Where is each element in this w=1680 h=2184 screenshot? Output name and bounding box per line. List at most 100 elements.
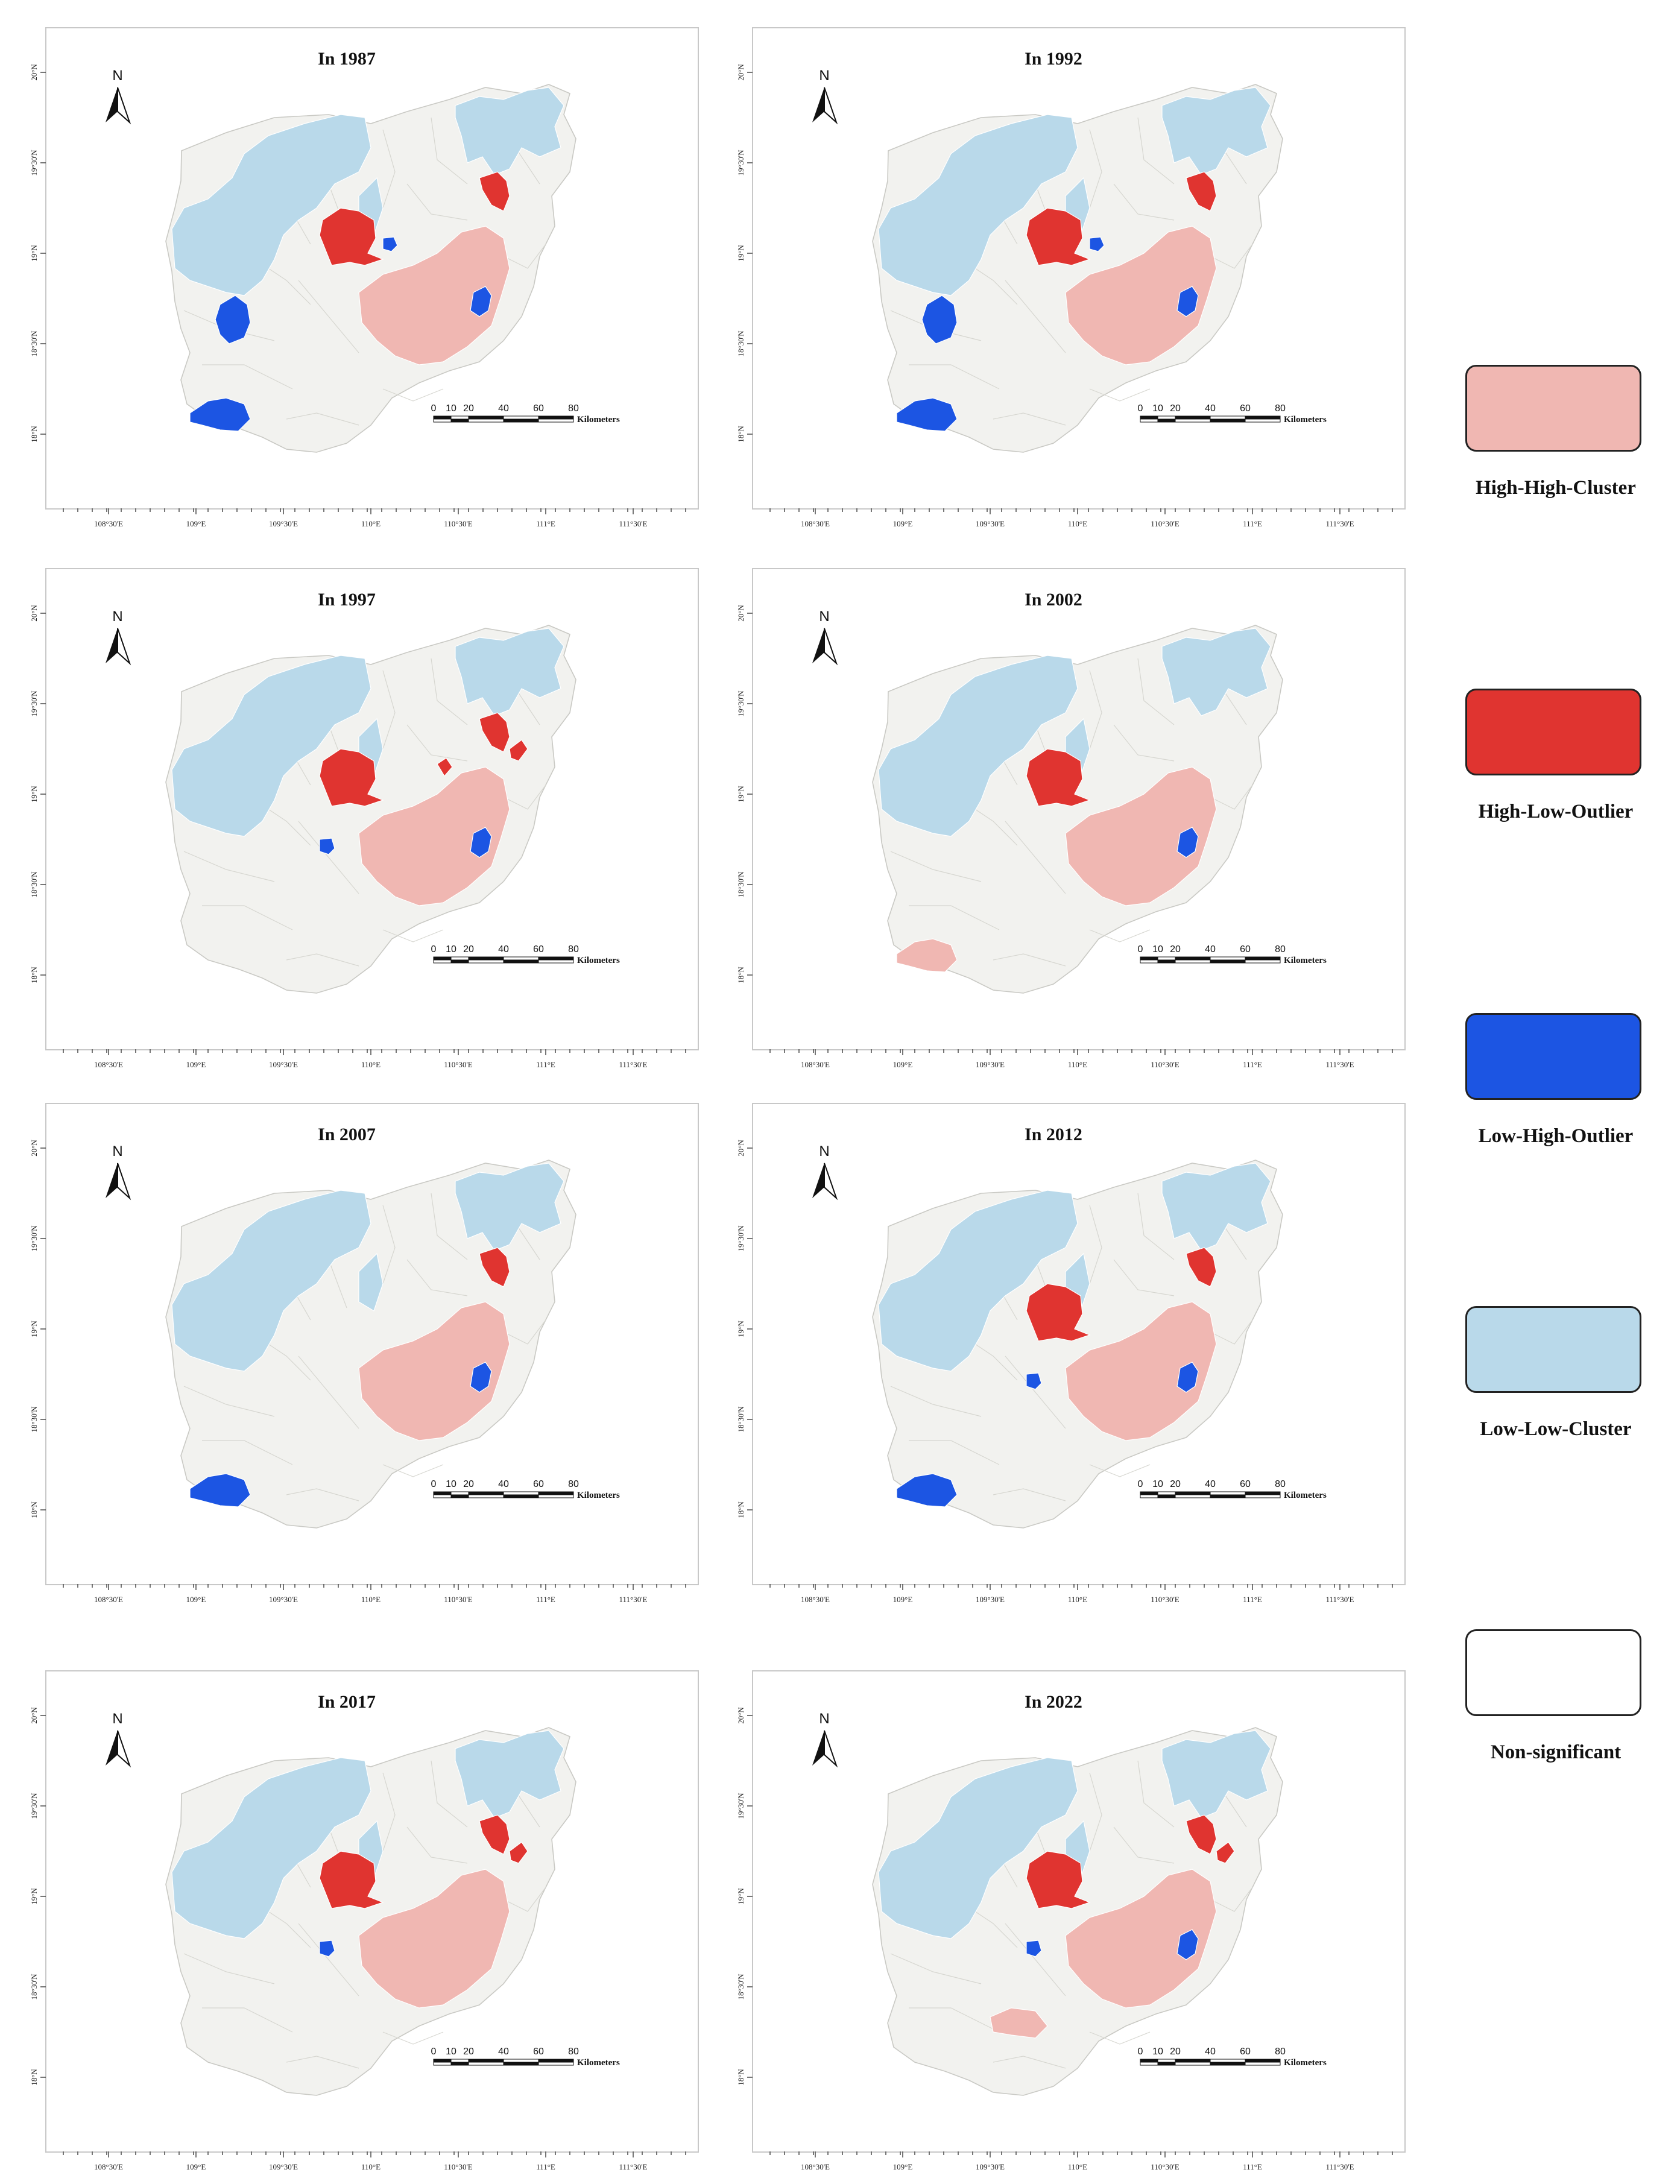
district-boundary [1005,1923,1066,1996]
region-high-high-central-east [1065,766,1217,906]
lon-label: 111°30'E [619,2162,647,2171]
legend-swatch-high-low [1465,689,1641,775]
district-boundary [382,388,444,402]
scale-seg [1245,2062,1281,2066]
lon-label: 110°30'E [1151,1595,1179,1604]
north-arrow-left [812,1163,824,1198]
district-boundary [382,129,396,209]
region-low-high-east-coast [1176,286,1199,317]
scale-seg [468,415,504,420]
scale-seg [1157,956,1176,961]
district-boundary [503,244,546,269]
scale-seg [1245,2059,1281,2063]
scale-seg [1157,959,1176,964]
lon-label: 110°E [361,1595,381,1604]
district-boundary [406,724,468,762]
region-high-low-north-east-small [509,739,528,762]
lat-label: 19°N [30,245,39,262]
lat-label: 18°30'N [736,1974,745,2000]
north-arrow-right [824,1163,838,1201]
lat-label: 19°30'N [736,690,745,717]
scale-tick-label: 20 [463,2047,474,2057]
region-low-low-northeast-top [1161,1163,1271,1251]
north-arrow-icon: N [812,1143,838,1201]
north-arrow-right [824,87,838,125]
scale-seg [1157,1494,1176,1498]
lat-label: 18°N [30,426,39,443]
map-frame [45,1103,699,1585]
region-high-high-central-east [358,766,510,906]
scale-seg [450,956,469,961]
region-low-high-central-south [319,1940,335,1957]
scale-tick-label: 60 [533,2047,544,2057]
scale-tick-label: 10 [1152,1479,1163,1489]
scale-seg [503,959,539,964]
district-boundary [909,2007,1000,2033]
map-svg: 108°30'E 109°E 109°30'E 110°E 110°30'E 111°E 1… [736,1670,1406,2171]
legend-label-low-high: Low-High-Outlier [1478,1125,1634,1147]
lat-label: 19°N [30,786,39,803]
scale-unit: Kilometers [577,415,620,424]
legend-swatch-high-high [1465,365,1641,452]
region-low-low-northeast-top [1161,1730,1271,1819]
region-low-low-northwest [878,655,1078,837]
district-boundary [503,1887,546,1912]
district-boundary [1089,1464,1151,1477]
district-boundary [298,821,359,894]
region-high-low-north-east-small [509,1842,528,1864]
region-low-high-east-coast [1176,1929,1199,1960]
district-boundary [183,1386,275,1417]
map-panel-7: 108°30'E 109°E 109°30'E 110°E 110°30'E 111°E 1… [30,1670,699,2171]
district-boundary [286,1488,359,1501]
district-boundary [909,905,1000,930]
lon-label: 108°30'E [94,1060,123,1069]
lon-label: 109°30'E [976,1595,1005,1604]
scale-seg [503,2059,539,2063]
lon-label: 110°E [361,2162,381,2171]
scale-seg [538,959,574,964]
lat-label: 18°30'N [30,1406,39,1433]
map-svg: 108°30'E 109°E 109°30'E 110°E 110°30'E 111°E 1… [30,27,699,528]
lon-label: 109°E [893,2162,913,2171]
map-svg: 108°30'E 109°E 109°30'E 110°E 110°30'E 111°E 1… [30,1103,699,1604]
region-high-low-central-west [1026,1283,1091,1342]
scale-tick-label: 20 [1170,403,1181,414]
map-frame [752,568,1406,1050]
region-high-low-northeast [1186,171,1217,212]
scale-tick-label: 80 [1275,403,1286,414]
map-panel-5: 108°30'E 109°E 109°30'E 110°E 110°30'E 111°E 1… [30,1103,699,1604]
north-arrow-icon: N [106,68,131,125]
region-high-high-south-coast [896,938,958,973]
scale-seg [503,415,539,420]
district-boundary [406,1826,468,1864]
lon-label: 110°30'E [1151,519,1179,528]
scale-tick-label: 0 [1138,2047,1143,2057]
scale-unit: Kilometers [577,2058,620,2068]
scale-seg [1157,2062,1176,2066]
region-high-high-central-east [1065,1869,1217,2009]
lon-label: 110°E [1068,1595,1087,1604]
lon-label: 110°E [1068,1060,1087,1069]
north-arrow-icon: N [106,1143,131,1201]
north-arrow-right [824,628,838,666]
scale-tick-label: 0 [431,944,437,955]
scale-seg [450,415,469,420]
lat-label: 20°N [30,1707,39,1724]
scale-tick-label: 80 [1275,944,1286,955]
lat-label: 18°30'N [736,871,745,898]
scale-tick-label: 80 [1275,2047,1286,2057]
scale-seg [1157,1491,1176,1495]
scale-seg [1210,956,1246,961]
north-label: N [112,608,122,625]
district-boundary [1005,280,1066,353]
north-arrow-right [117,87,131,125]
scale-tick-label: 10 [446,944,456,955]
district-boundary [382,670,396,750]
lat-label: 19°N [736,786,745,803]
lat-label: 18°30'N [736,330,745,357]
lon-label: 110°30'E [444,1595,473,1604]
scale-seg [1210,2059,1246,2063]
scale-seg [1175,1494,1211,1498]
map-frame [45,1670,699,2153]
scale-seg [1245,1494,1281,1498]
